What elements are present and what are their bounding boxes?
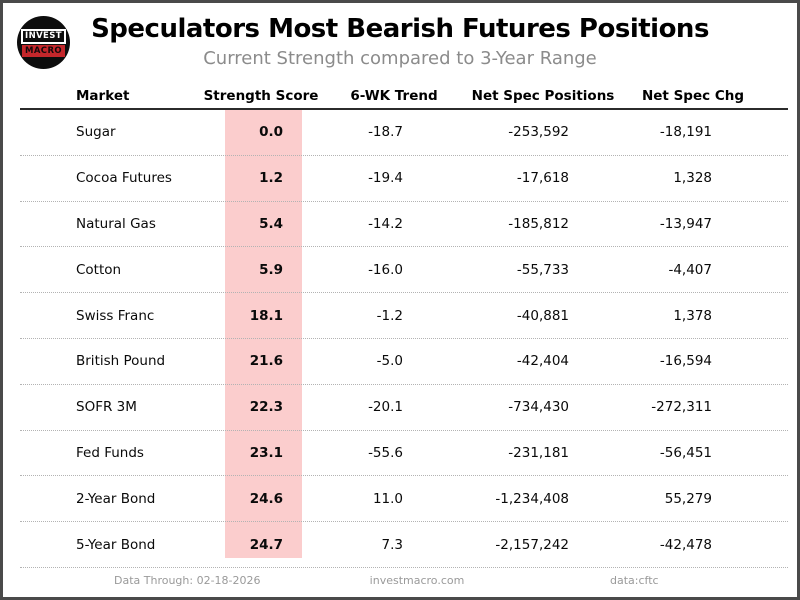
trend-cell: -20.1 <box>368 399 403 416</box>
strength-score-cell: 23.1 <box>249 444 283 461</box>
col-header-strength-score: Strength Score <box>203 88 319 104</box>
net-spec-positions-cell: -253,592 <box>508 124 569 141</box>
net-spec-positions-cell: -2,157,242 <box>495 536 569 553</box>
table-row-natural-gas: Natural Gas 5.4 -14.2 -185,812 -13,947 <box>20 202 788 248</box>
table-row-2-year-bond: 2-Year Bond 24.6 11.0 -1,234,408 55,279 <box>20 476 788 523</box>
trend-cell: -19.4 <box>368 170 403 187</box>
trend-cell: 7.3 <box>381 536 403 553</box>
strength-score-cell: 24.7 <box>249 536 283 553</box>
trend-cell: -16.0 <box>368 261 403 278</box>
market-cell: Swiss Franc <box>76 307 155 324</box>
net-spec-chg-cell: -42,478 <box>659 536 712 553</box>
table-row-cocoa-futures: Cocoa Futures 1.2 -19.4 -17,618 1,328 <box>20 156 788 202</box>
table-row-sofr-3m: SOFR 3M 22.3 -20.1 -734,430 -272,311 <box>20 385 788 431</box>
footer-data-source: data:cftc <box>610 574 659 587</box>
market-cell: Cocoa Futures <box>76 170 172 187</box>
market-cell: Cotton <box>76 261 122 278</box>
table-row-swiss-franc: Swiss Franc 18.1 -1.2 -40,881 1,378 <box>20 293 788 339</box>
table-row-5-year-bond: 5-Year Bond 24.7 7.3 -2,157,242 -42,478 <box>20 522 788 568</box>
strength-score-cell: 21.6 <box>249 353 283 370</box>
market-cell: Natural Gas <box>76 215 156 232</box>
table-body: Sugar 0.0 -18.7 -253,592 -18,191 Cocoa F… <box>20 110 788 568</box>
trend-cell: -18.7 <box>368 124 403 141</box>
market-cell: Sugar <box>76 124 116 141</box>
net-spec-positions-cell: -55,733 <box>516 261 569 278</box>
table-row-british-pound: British Pound 21.6 -5.0 -42,404 -16,594 <box>20 339 788 385</box>
investmacro-logo: INVEST MACRO <box>17 16 70 69</box>
net-spec-chg-cell: 1,328 <box>673 170 712 187</box>
market-cell: Fed Funds <box>76 444 144 461</box>
market-cell: British Pound <box>76 353 166 370</box>
futures-table: Market Strength Score 6-WK Trend Net Spe… <box>20 84 788 568</box>
net-spec-positions-cell: -40,881 <box>516 307 569 324</box>
strength-score-cell: 18.1 <box>249 307 283 324</box>
page-subtitle: Current Strength compared to 3-Year Rang… <box>203 48 597 69</box>
net-spec-positions-cell: -42,404 <box>516 353 569 370</box>
col-header-net-spec-positions: Net Spec Positions <box>471 88 615 104</box>
net-spec-chg-cell: -13,947 <box>659 215 712 232</box>
strength-score-highlight-column <box>225 110 302 558</box>
table-row-sugar: Sugar 0.0 -18.7 -253,592 -18,191 <box>20 110 788 156</box>
strength-score-cell: 1.2 <box>259 170 283 187</box>
col-header-6wk-trend: 6-WK Trend <box>350 88 438 104</box>
net-spec-positions-cell: -734,430 <box>508 399 569 416</box>
trend-cell: 11.0 <box>372 490 403 507</box>
net-spec-chg-cell: -56,451 <box>659 444 712 461</box>
table-row-cotton: Cotton 5.9 -16.0 -55,733 -4,407 <box>20 247 788 294</box>
strength-score-cell: 5.9 <box>259 261 283 278</box>
net-spec-positions-cell: -185,812 <box>508 215 569 232</box>
net-spec-chg-cell: -16,594 <box>659 353 712 370</box>
col-header-market: Market <box>76 88 130 104</box>
net-spec-chg-cell: -4,407 <box>668 261 712 278</box>
trend-cell: -14.2 <box>368 215 403 232</box>
market-cell: 5-Year Bond <box>76 536 156 553</box>
net-spec-positions-cell: -1,234,408 <box>495 490 569 507</box>
footer-data-through: Data Through: 02-18-2026 <box>114 574 261 587</box>
trend-cell: -5.0 <box>376 353 403 370</box>
net-spec-positions-cell: -231,181 <box>508 444 569 461</box>
trend-cell: -55.6 <box>368 444 403 461</box>
col-header-net-spec-chg: Net Spec Chg <box>641 88 745 104</box>
trend-cell: -1.2 <box>376 307 403 324</box>
logo-macro-text: MACRO <box>21 44 66 57</box>
market-cell: 2-Year Bond <box>76 490 156 507</box>
net-spec-chg-cell: 55,279 <box>664 490 712 507</box>
footer-website: investmacro.com <box>369 574 465 587</box>
net-spec-chg-cell: 1,378 <box>673 307 712 324</box>
logo-invest-text: INVEST <box>21 28 66 44</box>
strength-score-cell: 22.3 <box>249 399 283 416</box>
table-header-row: Market Strength Score 6-WK Trend Net Spe… <box>20 84 788 110</box>
strength-score-cell: 24.6 <box>249 490 283 507</box>
page-title: Speculators Most Bearish Futures Positio… <box>91 14 709 44</box>
net-spec-positions-cell: -17,618 <box>516 170 569 187</box>
market-cell: SOFR 3M <box>76 399 137 416</box>
strength-score-cell: 0.0 <box>259 124 283 141</box>
net-spec-chg-cell: -18,191 <box>659 124 712 141</box>
table-row-fed-funds: Fed Funds 23.1 -55.6 -231,181 -56,451 <box>20 431 788 477</box>
net-spec-chg-cell: -272,311 <box>651 399 712 416</box>
strength-score-cell: 5.4 <box>259 215 283 232</box>
